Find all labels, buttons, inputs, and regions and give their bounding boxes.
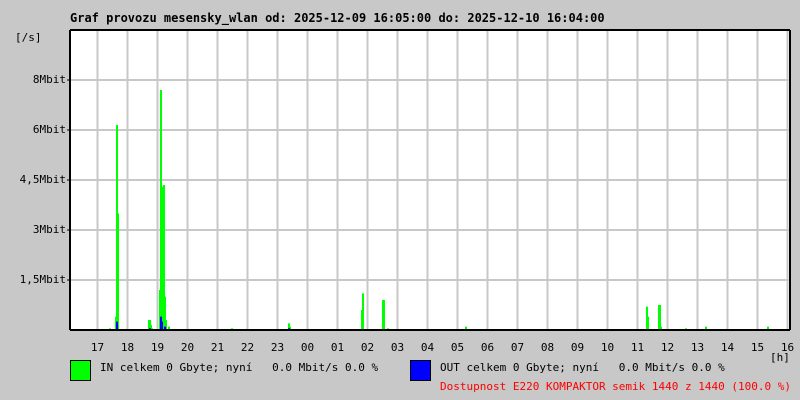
x-axis-unit: [h] [770,351,790,364]
out-bar [116,321,118,330]
in-bar [117,213,119,330]
x-tick-label: 08 [540,341,555,354]
x-tick-label: 01 [330,341,345,354]
in-bar [660,326,662,330]
in-bar [164,296,166,330]
x-tick-label: 21 [210,341,225,354]
x-tick-label: 18 [120,341,135,354]
x-tick-label: 22 [240,341,255,354]
in-bar [647,316,649,330]
legend-in-swatch [70,360,91,381]
x-tick-label: 15 [750,341,765,354]
x-tick-label: 10 [600,341,615,354]
x-tick-label: 03 [390,341,405,354]
availability-text: Dostupnost E220 KOMPAKTOR semik 1440 z 1… [440,380,791,393]
x-tick-label: 12 [660,341,675,354]
x-tick-label: 06 [480,341,495,354]
in-bar [165,320,167,330]
x-tick-label: 00 [300,341,315,354]
in-bar [150,325,152,330]
x-tick-label: 14 [720,341,735,354]
out-bar [164,326,166,330]
legend-in-text: IN celkem 0 Gbyte; nyní 0.0 Mbit/s 0.0 % [100,361,379,374]
in-bar [163,185,165,330]
in-bar [168,326,170,330]
y-tick-label: 8Mbit [32,73,66,86]
in-bar [362,293,364,330]
in-bar [767,326,769,330]
x-tick-label: 04 [420,341,435,354]
legend-out-swatch [410,360,431,381]
in-bar [383,300,385,330]
x-tick-label: 16 [780,341,795,354]
y-axis-unit: [/s] [15,31,42,44]
in-bar [289,326,291,330]
x-tick-label: 13 [690,341,705,354]
in-bar [659,305,661,330]
x-tick-label: 23 [270,341,285,354]
x-tick-label: 20 [180,341,195,354]
x-tick-label: 05 [450,341,465,354]
in-bar [705,326,707,330]
x-tick-label: 11 [630,341,645,354]
legend-out-text: OUT celkem 0 Gbyte; nyní 0.0 Mbit/s 0.0 … [440,361,725,374]
in-bar [465,326,467,330]
y-tick-label: 1,5Mbit [19,273,66,286]
x-tick-label: 09 [570,341,585,354]
x-tick-label: 02 [360,341,375,354]
x-tick-label: 17 [90,341,105,354]
chart-title: Graf provozu mesensky_wlan od: 2025-12-0… [70,11,605,25]
y-tick-label: 3Mbit [32,223,66,236]
x-tick-label: 07 [510,341,525,354]
y-tick-label: 6Mbit [32,123,66,136]
x-tick-label: 19 [150,341,165,354]
out-bar [161,321,163,330]
y-tick-label: 4,5Mbit [19,173,66,186]
